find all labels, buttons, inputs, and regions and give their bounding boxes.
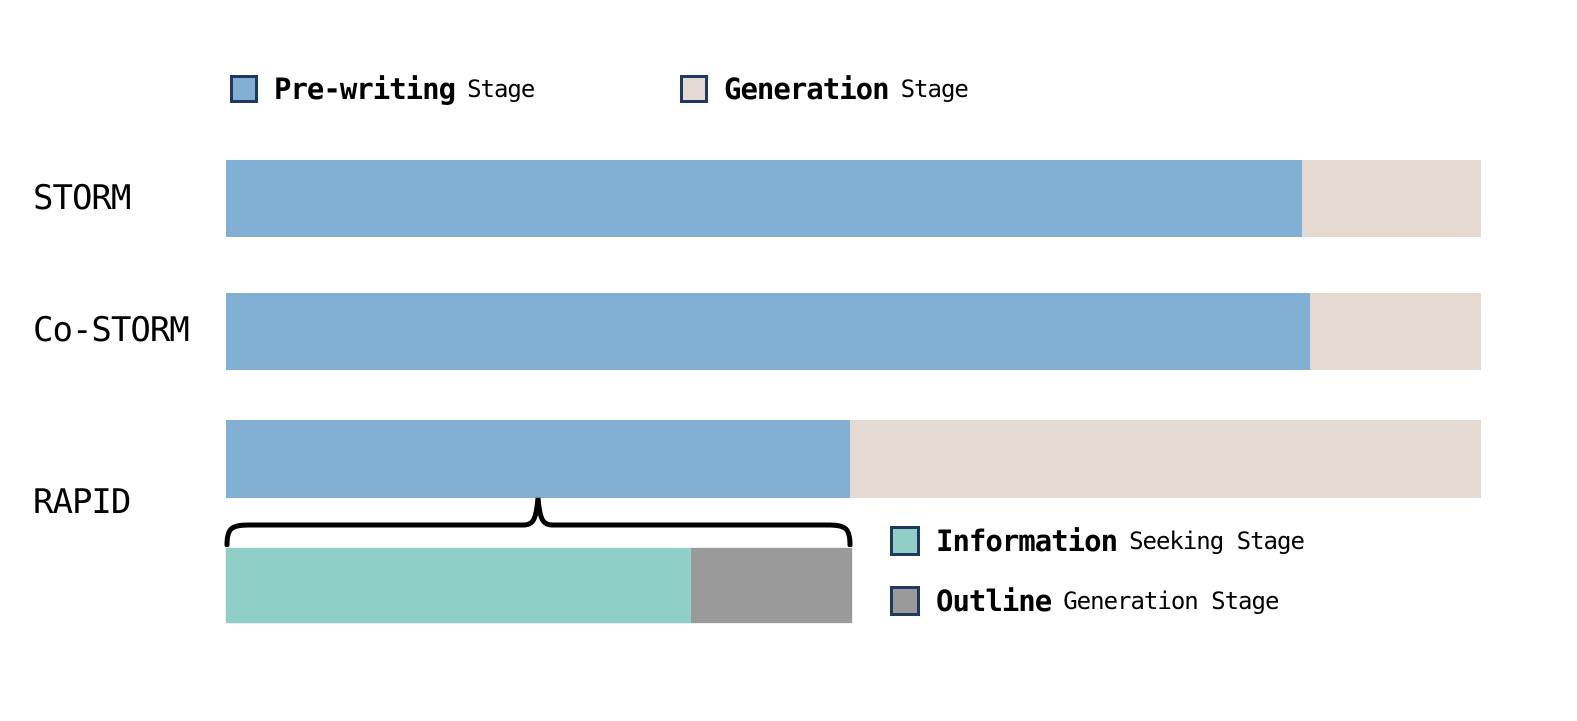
outline-generation-segment: [691, 548, 852, 623]
generation-legend-swatch-icon: [680, 75, 708, 103]
information-seeking-segment: [226, 548, 692, 623]
storm-generation-segment: [1301, 160, 1481, 237]
co-storm-generation-segment: [1310, 293, 1481, 370]
generation-legend-label: Generation: [724, 72, 890, 106]
brace-icon: [224, 497, 853, 548]
co-storm-prewriting-segment: [226, 293, 1311, 370]
legend-item-prewriting: Pre-writing Stage: [230, 72, 535, 106]
outline-generation-legend-label: Outline: [936, 584, 1052, 618]
outline-generation-legend-label-suffix: Generation Stage: [1063, 587, 1279, 615]
row-label-co-storm: Co-STORM: [33, 310, 190, 350]
rapid-prewriting-segment: [226, 420, 850, 498]
rapid-breakdown-bar: [225, 547, 853, 624]
prewriting-legend-label-suffix: Stage: [467, 75, 535, 103]
prewriting-legend-label: Pre-writing: [274, 72, 456, 106]
information-seeking-legend-label: Information: [936, 524, 1118, 558]
prewriting-legend-swatch-icon: [230, 75, 258, 103]
information-seeking-legend-swatch-icon: [890, 526, 920, 556]
rapid-generation-segment: [849, 420, 1481, 498]
legend-item-information-seeking: Information Seeking Stage: [890, 524, 1305, 558]
bar-row-rapid: [226, 420, 1481, 498]
information-seeking-legend-label-suffix: Seeking Stage: [1129, 527, 1305, 555]
outline-generation-legend-swatch-icon: [890, 586, 920, 616]
storm-prewriting-segment: [226, 160, 1302, 237]
row-label-rapid: RAPID: [33, 482, 131, 522]
legend-item-generation: Generation Stage: [680, 72, 969, 106]
generation-legend-label-suffix: Stage: [900, 75, 969, 103]
legend-item-outline-generation: Outline Generation Stage: [890, 584, 1279, 618]
bar-row-storm: [226, 160, 1481, 237]
bar-row-co-storm: [226, 293, 1481, 370]
row-label-storm: STORM: [33, 178, 131, 218]
